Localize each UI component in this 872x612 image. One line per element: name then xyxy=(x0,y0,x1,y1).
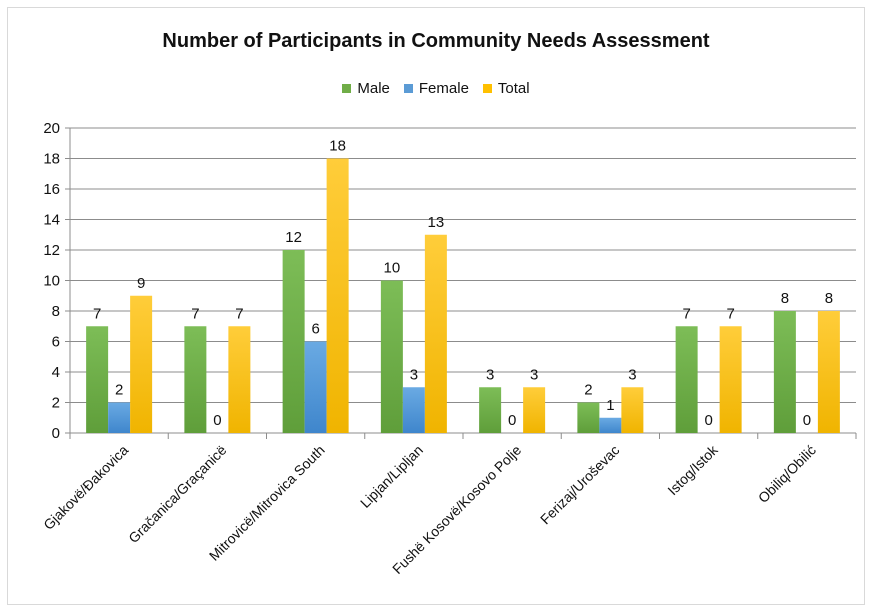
data-label-male: 12 xyxy=(285,229,302,246)
bar-male xyxy=(479,387,502,433)
legend-item-total: Total xyxy=(482,80,530,97)
x-tick-label: Istog/Istok xyxy=(664,441,721,498)
data-label-male: 7 xyxy=(682,305,690,322)
bar-female xyxy=(599,417,622,433)
data-label-total: 8 xyxy=(825,290,833,307)
bar-total xyxy=(130,295,153,433)
y-tick-label: 6 xyxy=(52,334,60,351)
data-label-total: 9 xyxy=(137,275,145,292)
legend-label-total: Total xyxy=(497,80,530,97)
y-tick-label: 0 xyxy=(52,425,60,442)
data-label-male: 2 xyxy=(584,382,592,399)
data-label-total: 13 xyxy=(428,214,445,231)
legend-swatch-total xyxy=(482,84,492,93)
data-label-total: 18 xyxy=(329,138,346,155)
data-label-male: 10 xyxy=(384,260,401,277)
bar-total xyxy=(817,311,840,433)
bar-total xyxy=(326,158,349,433)
bar-male xyxy=(282,250,305,433)
data-label-female: 0 xyxy=(803,412,811,429)
data-label-female: 3 xyxy=(410,366,418,383)
x-tick-label: Lipjan/Lipljan xyxy=(357,442,426,511)
x-tick-label: Ferizaj/Uroševac xyxy=(537,442,623,528)
bar-total xyxy=(424,234,447,433)
data-label-female: 0 xyxy=(508,412,516,429)
bar-total xyxy=(621,387,644,433)
chart-legend: Male Female Total xyxy=(0,80,872,97)
data-label-female: 0 xyxy=(704,412,712,429)
bar-male xyxy=(773,311,796,433)
x-tick-label: Gjakovë/Đakovica xyxy=(40,442,131,533)
data-label-male: 7 xyxy=(93,305,101,322)
data-label-male: 3 xyxy=(486,366,494,383)
data-label-male: 8 xyxy=(781,290,789,307)
bar-female xyxy=(108,402,131,433)
bar-male xyxy=(184,326,207,433)
y-tick-label: 16 xyxy=(43,181,60,198)
data-label-male: 7 xyxy=(191,305,199,322)
x-tick-label: Gračanica/Graçanicë xyxy=(125,442,229,546)
bar-male xyxy=(675,326,698,433)
legend-item-female: Female xyxy=(403,80,469,97)
x-tick-label: Mitrovicë/Mitrovica South xyxy=(206,442,328,564)
bar-total xyxy=(228,326,251,433)
data-label-total: 7 xyxy=(726,305,734,322)
y-tick-label: 4 xyxy=(52,364,60,381)
bar-male xyxy=(380,280,403,433)
bar-female xyxy=(402,387,425,433)
bar-total xyxy=(719,326,742,433)
x-tick-label: Obiliq/Obilić xyxy=(755,442,819,506)
data-label-total: 3 xyxy=(530,366,538,383)
legend-label-female: Female xyxy=(418,80,469,97)
y-tick-label: 2 xyxy=(52,395,60,412)
bar-female xyxy=(304,341,327,433)
y-tick-label: 18 xyxy=(43,151,60,168)
legend-swatch-female xyxy=(403,84,413,93)
bar-total xyxy=(523,387,546,433)
y-tick-label: 10 xyxy=(43,273,60,290)
data-label-female: 6 xyxy=(311,321,319,338)
data-label-female: 0 xyxy=(213,412,221,429)
data-label-female: 2 xyxy=(115,382,123,399)
y-tick-label: 12 xyxy=(43,242,60,259)
legend-label-male: Male xyxy=(357,80,390,97)
y-tick-label: 20 xyxy=(43,120,60,137)
y-tick-label: 14 xyxy=(43,212,60,229)
y-tick-label: 8 xyxy=(52,303,60,320)
bars xyxy=(86,158,840,433)
chart-title: Number of Participants in Community Need… xyxy=(162,30,710,52)
legend-item-male: Male xyxy=(342,80,390,97)
bar-male xyxy=(577,402,600,433)
legend-swatch-male xyxy=(342,84,352,93)
bar-male xyxy=(86,326,109,433)
data-label-total: 3 xyxy=(628,366,636,383)
data-label-total: 7 xyxy=(235,305,243,322)
data-label-female: 1 xyxy=(606,397,614,414)
